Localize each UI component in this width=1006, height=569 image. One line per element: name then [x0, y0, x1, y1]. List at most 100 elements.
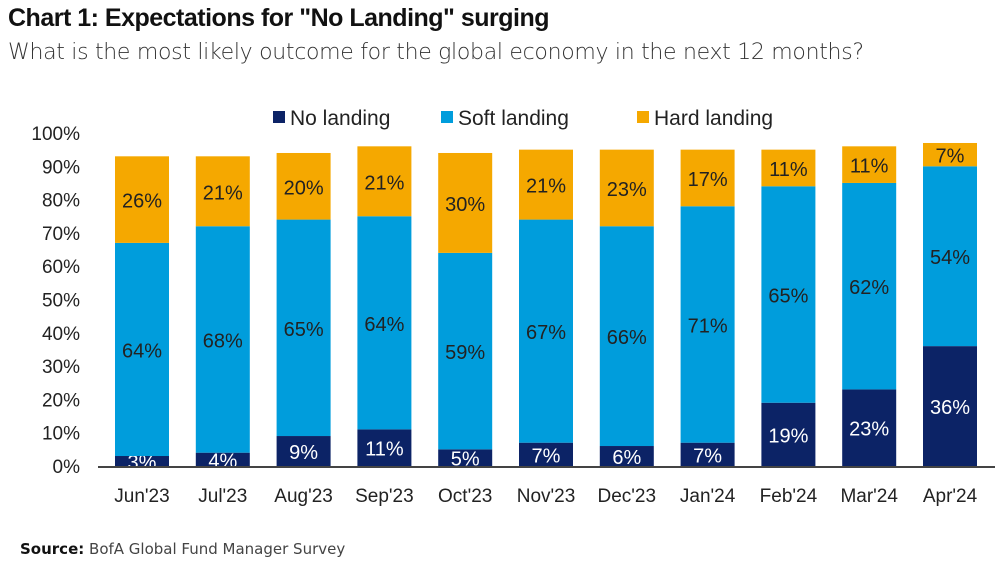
bar-no-landing [195, 452, 250, 466]
data-label: 65% [284, 319, 324, 341]
bar-hard-landing [842, 146, 897, 183]
data-label: 7% [532, 445, 561, 467]
data-label: 59% [445, 342, 485, 364]
bar-no-landing [923, 346, 977, 466]
bar-hard-landing [195, 156, 250, 227]
legend-label: Hard landing [654, 107, 773, 130]
x-tick-label: Nov'23 [517, 486, 576, 507]
y-tick-label: 0% [53, 457, 81, 478]
y-tick-label: 70% [42, 224, 80, 245]
bar-hard-landing [115, 156, 169, 243]
data-label: 5% [451, 449, 480, 471]
data-label: 36% [930, 397, 970, 419]
data-label: 66% [607, 327, 647, 349]
y-tick-label: 80% [42, 191, 80, 212]
data-label: 21% [526, 176, 566, 198]
bar-no-landing [761, 402, 816, 466]
y-tick-label: 40% [42, 324, 80, 345]
bar-hard-landing [357, 146, 412, 217]
data-label: 21% [364, 172, 404, 194]
legend-swatch-hard-landing [637, 111, 649, 123]
data-label: 17% [688, 169, 728, 191]
bar-soft-landing [115, 242, 169, 457]
bar-no-landing [115, 456, 169, 466]
y-tick-label: 50% [42, 291, 80, 312]
data-label: 11% [769, 159, 808, 181]
legend-label: No landing [290, 107, 390, 130]
x-tick-label: Dec'23 [598, 486, 657, 507]
bar-soft-landing [680, 206, 735, 443]
data-label: 20% [284, 177, 324, 199]
bar-soft-landing [519, 219, 573, 443]
data-label: 30% [445, 194, 485, 216]
source-note: Source: BofA Global Fund Manager Survey [20, 540, 345, 558]
bar-no-landing [680, 442, 735, 466]
x-tick-label: Apr'24 [923, 486, 978, 507]
source-label: Source: [20, 540, 85, 558]
data-label: 6% [612, 447, 641, 469]
bar-soft-landing [438, 252, 493, 450]
data-label: 65% [768, 286, 808, 308]
y-tick-label: 60% [42, 257, 80, 278]
bar-no-landing [599, 446, 654, 466]
x-tick-label: Jun'23 [114, 486, 169, 507]
chart-title: Chart 1: Expectations for "No Landing" s… [8, 4, 550, 32]
data-label: 7% [693, 445, 722, 467]
x-tick-label: Mar'24 [840, 486, 898, 507]
data-label: 54% [930, 247, 970, 269]
legend-swatch-no-landing [273, 111, 285, 123]
bar-no-landing [842, 389, 897, 466]
y-tick-label: 20% [42, 390, 80, 411]
source-text: BofA Global Fund Manager Survey [89, 540, 346, 558]
data-label: 3% [128, 452, 157, 474]
x-tick-label: Jan'24 [680, 486, 736, 507]
bar-hard-landing [761, 149, 816, 187]
legend-swatch-soft-landing [441, 111, 453, 123]
bar-hard-landing [438, 152, 493, 253]
bar-hard-landing [599, 149, 654, 227]
data-label: 26% [122, 191, 162, 213]
data-label: 71% [688, 315, 728, 337]
data-label: 64% [364, 314, 404, 336]
bar-soft-landing [195, 226, 250, 453]
x-tick-label: Jul'23 [198, 486, 247, 507]
x-tick-label: Sep'23 [355, 486, 414, 507]
data-label: 11% [850, 156, 889, 178]
data-label: 19% [768, 425, 808, 447]
y-tick-label: 90% [42, 157, 80, 178]
bar-hard-landing [680, 149, 735, 207]
bar-soft-landing [842, 182, 897, 390]
data-label: 11% [365, 439, 404, 461]
bar-hard-landing [276, 152, 331, 220]
data-label: 68% [203, 330, 243, 352]
bar-soft-landing [599, 226, 654, 447]
data-label: 23% [607, 179, 647, 201]
bar-soft-landing [761, 186, 816, 403]
data-label: 64% [122, 340, 162, 362]
legend-label: Soft landing [458, 107, 569, 130]
bar-hard-landing [519, 149, 573, 220]
data-label: 62% [849, 277, 889, 299]
x-tick-label: Aug'23 [274, 486, 333, 507]
y-tick-label: 10% [42, 424, 80, 445]
x-tick-label: Oct'23 [438, 486, 492, 507]
bar-soft-landing [357, 216, 412, 430]
bar-no-landing [357, 429, 412, 466]
x-tick-label: Feb'24 [760, 486, 818, 507]
bar-no-landing [438, 449, 493, 466]
bar-soft-landing [923, 166, 977, 347]
data-label: 7% [936, 146, 965, 168]
data-label: 21% [203, 182, 243, 204]
data-label: 9% [289, 442, 318, 464]
data-label: 23% [849, 419, 889, 441]
bar-soft-landing [276, 219, 331, 437]
data-label: 67% [526, 322, 566, 344]
bar-no-landing [519, 442, 573, 466]
data-label: 4% [208, 450, 237, 472]
bar-no-landing [276, 436, 331, 466]
y-tick-label: 100% [31, 124, 80, 145]
bar-hard-landing [923, 142, 977, 167]
chart-subtitle: What is the most likely outcome for the … [8, 40, 864, 65]
